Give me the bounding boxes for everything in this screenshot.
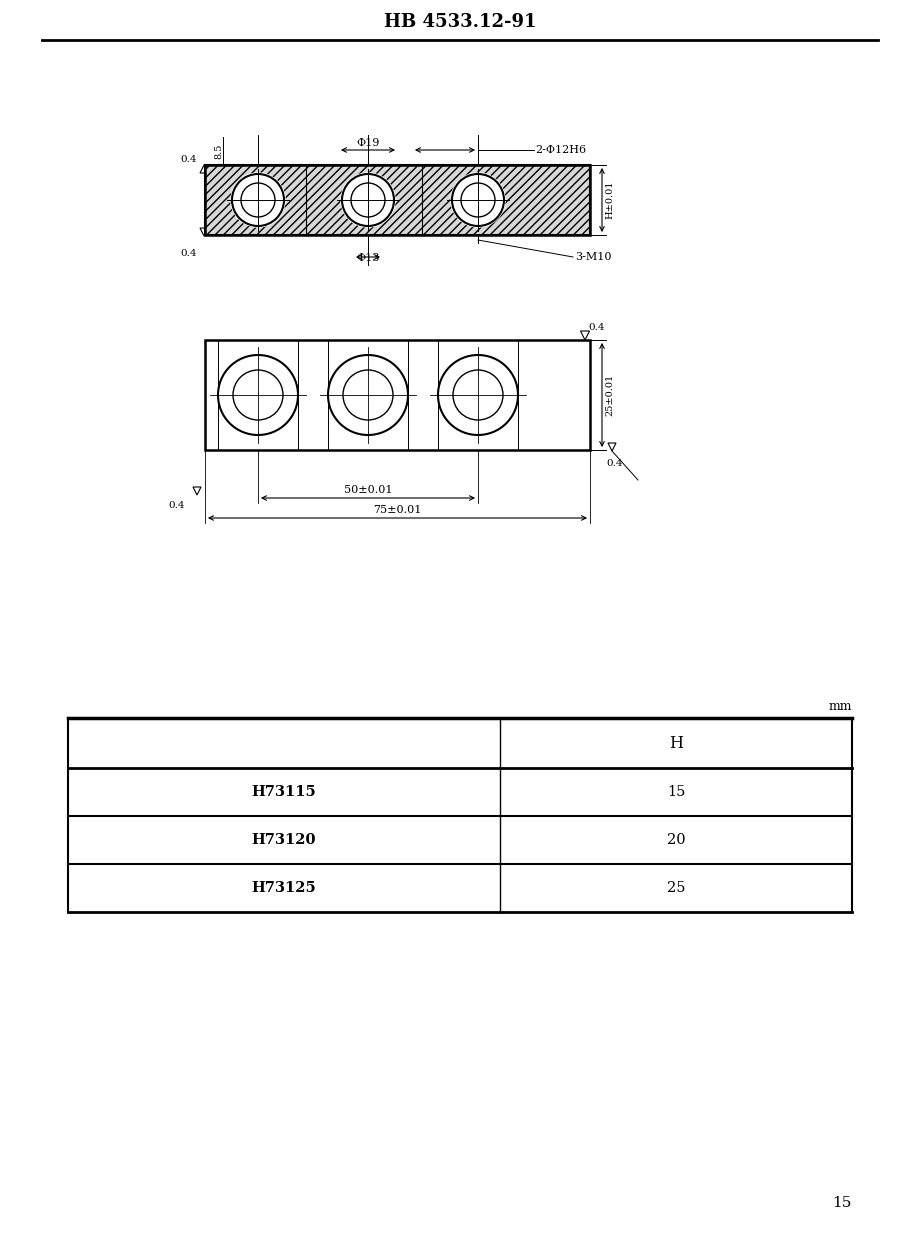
Text: 50±0.01: 50±0.01 [344, 485, 391, 495]
Text: 15: 15 [666, 785, 685, 799]
Text: 15: 15 [832, 1195, 851, 1210]
Text: 20: 20 [666, 832, 685, 847]
Bar [205, 340, 589, 450]
Text: Φ19: Φ19 [356, 138, 380, 148]
Circle shape [341, 173, 394, 227]
Text: 25±0.01: 25±0.01 [605, 374, 613, 416]
Text: 0.4: 0.4 [606, 459, 622, 468]
Circle shape [450, 173, 505, 227]
Text: 0.4: 0.4 [180, 156, 197, 164]
Text: 0.4: 0.4 [180, 248, 197, 258]
Text: H73115: H73115 [252, 785, 316, 799]
Text: 0.4: 0.4 [168, 500, 185, 510]
Text: 0.4: 0.4 [587, 324, 604, 332]
Text: 25: 25 [666, 881, 685, 895]
Text: 2-Φ12H6: 2-Φ12H6 [535, 144, 585, 156]
Text: H±0.01: H±0.01 [605, 180, 613, 220]
Bar [205, 165, 589, 235]
Circle shape [231, 173, 285, 227]
Text: 8.5: 8.5 [214, 143, 223, 158]
Text: mm: mm [828, 700, 851, 713]
Text: H73120: H73120 [252, 832, 316, 847]
Text: 75±0.01: 75±0.01 [373, 505, 421, 515]
Text: H73125: H73125 [252, 881, 316, 895]
Text: H: H [668, 735, 682, 752]
Bar [205, 165, 589, 235]
Text: 3-M10: 3-M10 [574, 252, 611, 262]
Text: HB 4533.12-91: HB 4533.12-91 [383, 14, 536, 31]
Text: Φ13: Φ13 [356, 253, 380, 263]
